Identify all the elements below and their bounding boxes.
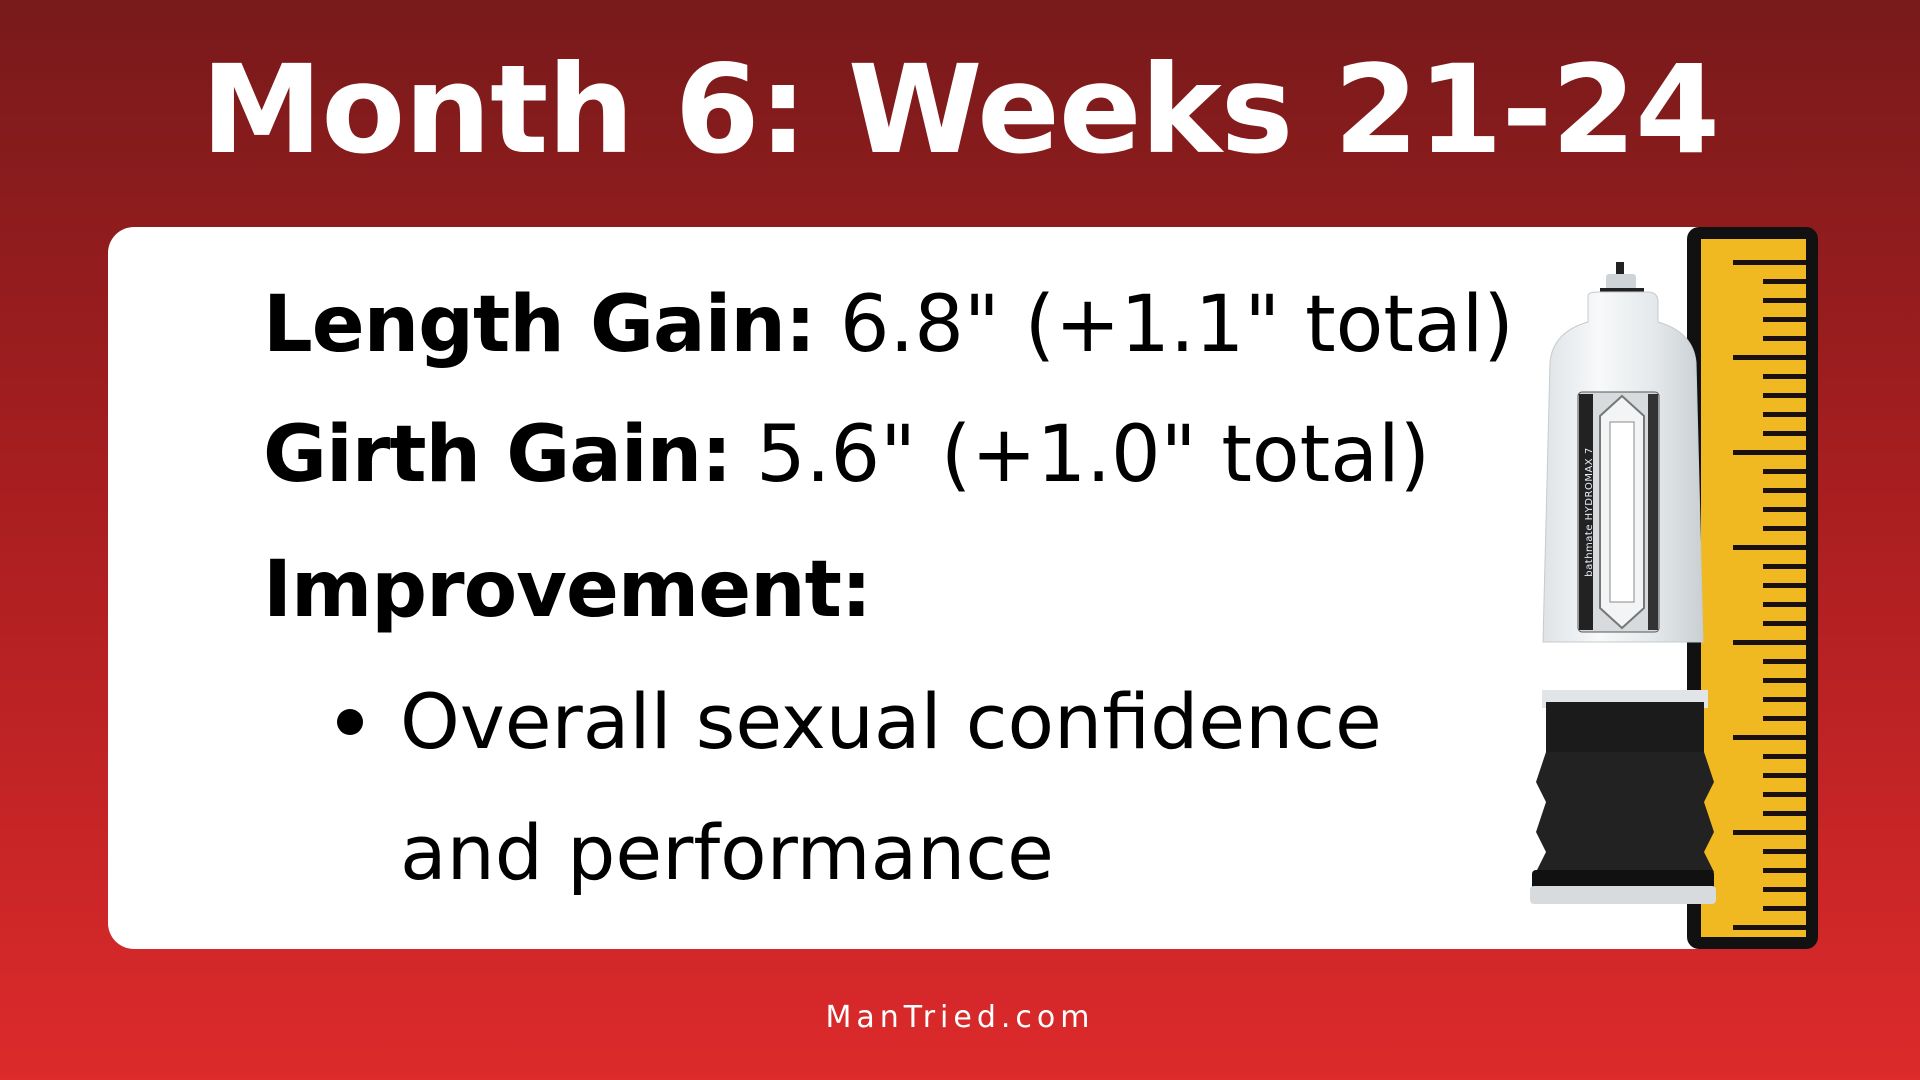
ruler-minor-tick	[1763, 906, 1806, 911]
ruler-major-tick	[1733, 450, 1806, 455]
pump-logo-text: bathmate HYDROMAX 7	[1584, 447, 1595, 577]
bullet-dot	[337, 709, 363, 735]
ruler-major-tick	[1733, 830, 1806, 835]
ruler-minor-tick	[1763, 564, 1806, 569]
ruler-minor-tick	[1763, 469, 1806, 474]
length-gain-line: Length Gain: 6.8" (+1.1" total)	[263, 275, 1514, 375]
length-gain-value: 6.8" (+1.1" total)	[815, 280, 1514, 370]
page-title: Month 6: Weeks 21-24	[201, 39, 1720, 181]
ruler-minor-tick	[1763, 621, 1806, 626]
ruler-minor-tick	[1763, 849, 1806, 854]
ruler-minor-tick	[1763, 583, 1806, 588]
girth-gain-line: Girth Gain: 5.6" (+1.0" total)	[263, 405, 1430, 505]
stats-card	[108, 227, 1748, 949]
ruler-minor-tick	[1763, 678, 1806, 683]
ruler-minor-tick	[1763, 659, 1806, 664]
ruler-minor-tick	[1763, 431, 1806, 436]
girth-gain-label: Girth Gain:	[263, 410, 732, 500]
ruler-minor-tick	[1763, 716, 1806, 721]
ruler-minor-tick	[1763, 507, 1806, 512]
ruler-minor-tick	[1763, 754, 1806, 759]
site-footer: ManTried.com	[825, 1000, 1095, 1035]
improvement-bullet-line-1: Overall sexual confidence	[400, 677, 1382, 766]
ruler-minor-tick	[1763, 697, 1806, 702]
ruler-minor-tick	[1763, 773, 1806, 778]
ruler-minor-tick	[1763, 412, 1806, 417]
ruler-minor-tick	[1763, 393, 1806, 398]
ruler-minor-tick	[1763, 887, 1806, 892]
ruler-minor-tick	[1763, 868, 1806, 873]
girth-gain-value: 5.6" (+1.0" total)	[731, 410, 1431, 500]
ruler-minor-tick	[1763, 792, 1806, 797]
ruler-minor-tick	[1763, 298, 1806, 303]
ruler-major-tick	[1733, 925, 1806, 930]
ruler-major-tick	[1733, 260, 1806, 265]
ruler-minor-tick	[1763, 336, 1806, 341]
ruler-minor-tick	[1763, 317, 1806, 322]
improvement-heading: Improvement:	[263, 540, 872, 640]
ruler-minor-tick	[1763, 488, 1806, 493]
ruler-major-tick	[1733, 355, 1806, 360]
ruler-minor-tick	[1763, 811, 1806, 816]
ruler-major-tick	[1733, 640, 1806, 645]
ruler-major-tick	[1733, 545, 1806, 550]
ruler-minor-tick	[1763, 602, 1806, 607]
improvement-bullet-line-2: and performance	[400, 808, 1054, 897]
ruler-minor-tick	[1763, 279, 1806, 284]
penis-pump-illustration	[1530, 262, 1716, 904]
ruler-minor-tick	[1763, 526, 1806, 531]
length-gain-label: Length Gain:	[263, 280, 816, 370]
ruler-illustration	[1687, 227, 1818, 949]
improvement-label: Improvement:	[263, 545, 872, 635]
ruler-minor-tick	[1763, 374, 1806, 379]
ruler-major-tick	[1733, 735, 1806, 740]
